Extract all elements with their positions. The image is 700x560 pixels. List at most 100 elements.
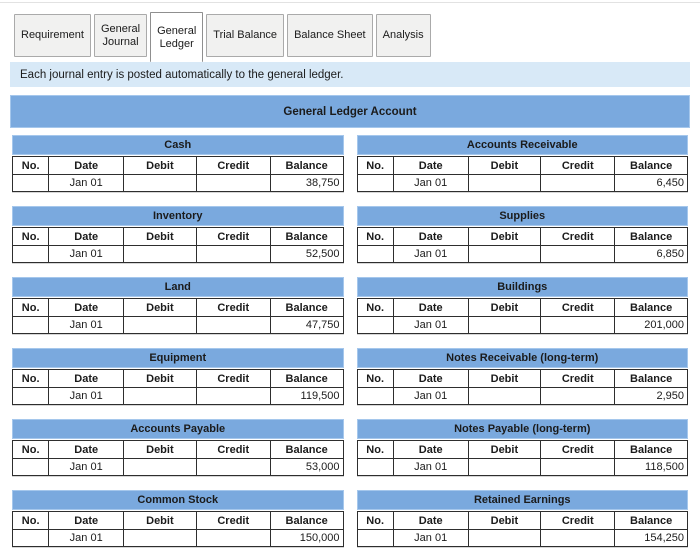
column-header-debit: Debit [467,511,542,530]
cell-balance: 119,500 [269,387,344,405]
accounts-grid: Cash No. Date Debit Credit Balance Jan 01 38,… [11,135,688,547]
cell-debit [123,174,197,192]
ledger-account-notes-receivable-long-term: Notes Receivable (long-term) No. Date Debi… [356,348,688,405]
cell-balance: 118,500 [614,458,688,476]
column-header-date: Date [48,511,125,530]
column-header-row: No. Date Debit Credit Balance [11,156,344,175]
column-header-debit: Debit [123,298,197,317]
ledger-account-inventory: Inventory No. Date Debit Credit Balance Jan … [11,206,344,263]
tab-trial-balance[interactable]: Trial Balance [206,14,285,57]
column-header-no: No. [11,298,50,317]
column-header-row: No. Date Debit Credit Balance [356,511,688,530]
column-header-row: No. Date Debit Credit Balance [11,227,344,246]
section-title: General Ledger Account [283,105,417,118]
ledger-account-common-stock: Common Stock No. Date Debit Credit Balance J… [11,490,344,547]
cell-no [356,245,394,263]
cell-credit [540,458,616,476]
tab-balance-sheet[interactable]: Balance Sheet [287,14,373,57]
cell-balance: 154,250 [614,529,688,547]
cell-date: Jan 01 [48,387,125,405]
cell-balance: 52,500 [269,245,344,263]
info-banner: Each journal entry is posted automatical… [10,62,690,87]
column-header-no: No. [356,511,394,530]
column-header-balance: Balance [614,156,688,175]
section-banner: General Ledger Account [10,95,690,128]
column-header-credit: Credit [195,369,271,388]
cell-balance: 6,450 [614,174,688,192]
ledger-account-land: Land No. Date Debit Credit Balance Jan 01 47,… [11,277,344,334]
column-header-row: No. Date Debit Credit Balance [356,298,688,317]
cell-no [11,458,50,476]
column-header-balance: Balance [269,369,344,388]
cell-balance: 53,000 [269,458,344,476]
cell-debit [467,458,542,476]
column-header-credit: Credit [540,440,616,459]
ledger-account-notes-payable-long-term: Notes Payable (long-term) No. Date Debit Cr… [356,419,688,476]
column-header-debit: Debit [467,369,542,388]
cell-date: Jan 01 [392,245,469,263]
cell-no [11,387,50,405]
tab-general-journal[interactable]: General Journal [93,14,148,57]
cell-date: Jan 01 [48,529,125,547]
column-header-row: No. Date Debit Credit Balance [356,369,688,388]
cell-no [11,529,50,547]
ledger-account-buildings: Buildings No. Date Debit Credit Balance Jan … [356,277,688,334]
column-header-no: No. [356,369,394,388]
cell-balance: 47,750 [269,316,344,334]
column-header-balance: Balance [269,511,344,530]
column-header-row: No. Date Debit Credit Balance [356,227,688,246]
column-header-credit: Credit [195,440,271,459]
cell-debit [467,245,542,263]
cell-debit [123,245,197,263]
cell-no [11,316,50,334]
column-header-balance: Balance [614,298,688,317]
column-header-no: No. [356,156,394,175]
account-grid: No. Date Debit Credit Balance Jan 01 53,000 [11,440,344,476]
column-header-credit: Credit [195,511,271,530]
cell-date: Jan 01 [48,245,125,263]
cell-date: Jan 01 [392,387,469,405]
cell-date: Jan 01 [48,174,125,192]
column-header-row: No. Date Debit Credit Balance [356,156,688,175]
cell-balance: 2,950 [614,387,688,405]
ledger-row: Jan 01 154,250 [356,529,688,547]
page: Requirement General Journal General Ledger… [0,2,700,547]
tab-analysis[interactable]: Analysis [375,14,431,57]
ledger-row: Jan 01 52,500 [11,245,344,263]
column-header-date: Date [48,369,125,388]
column-header-no: No. [11,227,50,246]
cell-credit [195,245,271,263]
cell-credit [195,316,271,334]
column-header-no: No. [11,440,50,459]
account-title: Retained Earnings [356,490,688,510]
cell-date: Jan 01 [48,458,125,476]
column-header-balance: Balance [614,369,688,388]
account-grid: No. Date Debit Credit Balance Jan 01 52,500 [11,227,344,263]
column-header-credit: Credit [195,298,271,317]
top-divider [0,2,700,3]
cell-no [356,529,394,547]
column-header-no: No. [11,369,50,388]
ledger-row: Jan 01 6,850 [356,245,688,263]
account-title: Supplies [356,206,688,226]
ledger-row: Jan 01 201,000 [356,316,688,334]
column-header-credit: Credit [195,227,271,246]
account-grid: No. Date Debit Credit Balance Jan 01 6,850 [356,227,688,263]
column-header-balance: Balance [269,440,344,459]
column-header-row: No. Date Debit Credit Balance [11,440,344,459]
cell-debit [467,316,542,334]
column-header-date: Date [392,227,469,246]
column-header-date: Date [392,440,469,459]
ledger-row: Jan 01 2,950 [356,387,688,405]
tab-requirement[interactable]: Requirement [14,14,91,57]
ledger-row: Jan 01 6,450 [356,174,688,192]
column-header-credit: Credit [540,369,616,388]
account-grid: No. Date Debit Credit Balance Jan 01 118,500 [356,440,688,476]
account-grid: No. Date Debit Credit Balance Jan 01 119,500 [11,369,344,405]
tab-general-ledger[interactable]: General Ledger [150,12,204,62]
account-title: Land [12,277,344,297]
column-header-balance: Balance [269,298,344,317]
column-header-no: No. [356,440,394,459]
account-title: Accounts Receivable [356,135,688,155]
cell-date: Jan 01 [392,316,469,334]
